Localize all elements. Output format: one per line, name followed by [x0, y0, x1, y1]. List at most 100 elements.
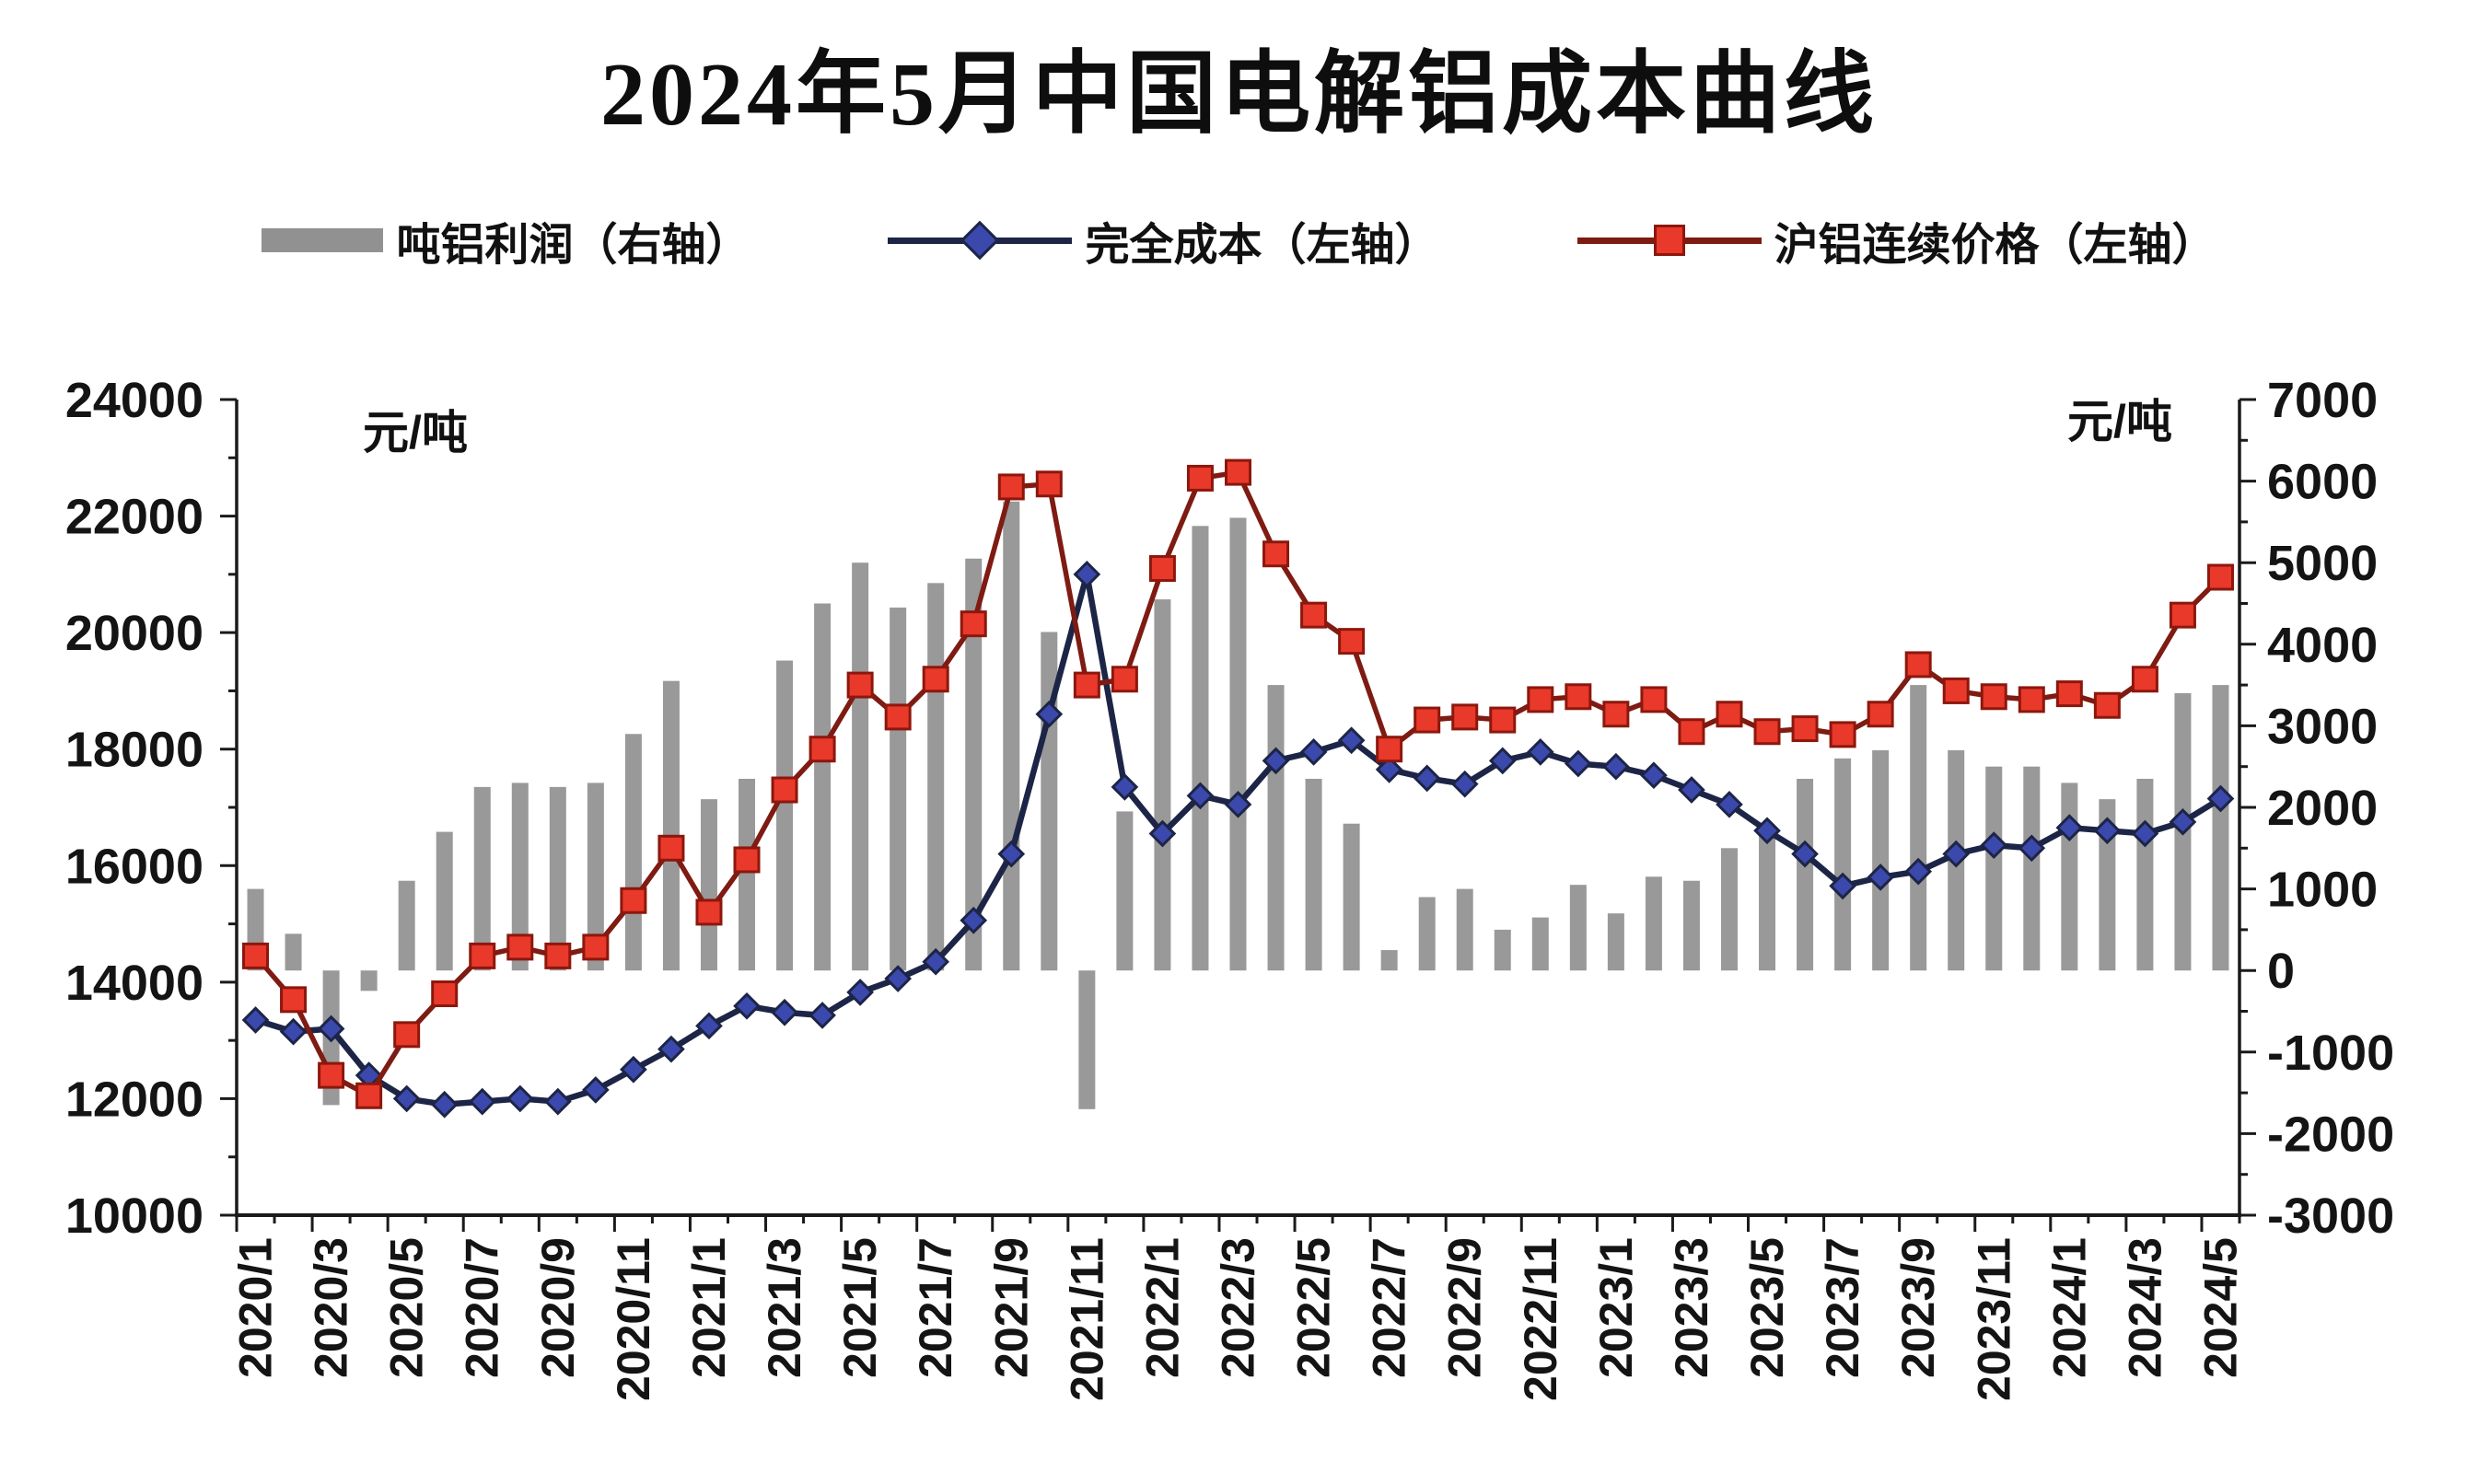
- price-marker: [318, 1061, 345, 1089]
- price-marker: [280, 986, 308, 1014]
- price-marker: [922, 666, 949, 693]
- price-line: [242, 458, 2234, 1109]
- cost-marker: [1904, 857, 1933, 886]
- profit-bar: [1305, 778, 1322, 971]
- price-marker: [695, 899, 723, 926]
- cost-marker: [2131, 819, 2159, 848]
- profit-bar: [398, 880, 415, 971]
- svg-text:3000: 3000: [2267, 699, 2378, 754]
- cost-marker: [1980, 831, 2008, 859]
- cost-marker: [1678, 776, 1705, 804]
- profit-bar: [700, 799, 717, 971]
- profit-bar: [511, 783, 529, 971]
- profit-bar: [1531, 917, 1549, 971]
- profit-bar: [587, 783, 604, 971]
- cost-marker: [2055, 814, 2084, 841]
- profit-bar: [360, 970, 378, 991]
- cost-marker: [506, 1084, 534, 1113]
- svg-text:2021/9: 2021/9: [985, 1237, 1037, 1378]
- cost-marker: [2169, 807, 2197, 836]
- cost-marker: [1867, 864, 1894, 891]
- cost-marker: [355, 1061, 383, 1089]
- price-marker: [355, 1082, 383, 1109]
- svg-text:2021/5: 2021/5: [834, 1237, 886, 1378]
- svg-text:2020/9: 2020/9: [532, 1237, 584, 1378]
- svg-text:14000: 14000: [65, 956, 204, 1011]
- cost-marker: [1186, 782, 1215, 810]
- svg-text:2022/11: 2022/11: [1515, 1237, 1566, 1401]
- profit-bar: [1872, 749, 1890, 971]
- cost-marker: [2018, 834, 2046, 863]
- cost-marker: [846, 979, 874, 1006]
- profit-bar: [1797, 778, 1814, 971]
- cost-marker: [1488, 747, 1517, 775]
- profit-bar: [473, 786, 491, 971]
- svg-text:2022/1: 2022/1: [1136, 1237, 1188, 1378]
- svg-text:18000: 18000: [65, 723, 204, 778]
- svg-text:2020/7: 2020/7: [457, 1237, 508, 1378]
- profit-bar: [1343, 823, 1360, 971]
- price-marker: [1904, 651, 1932, 678]
- price-marker: [884, 703, 912, 731]
- svg-text:4000: 4000: [2267, 618, 2378, 673]
- svg-text:2022/5: 2022/5: [1288, 1237, 1340, 1378]
- profit-bar: [1682, 880, 1700, 971]
- price-marker: [1867, 701, 1894, 728]
- profit-bar: [776, 660, 794, 971]
- svg-text:10000: 10000: [65, 1188, 204, 1244]
- right-axis-unit-label: 元/吨: [2067, 396, 2172, 447]
- legend-label-profit: 吨铝利润（右轴）: [396, 221, 750, 270]
- profit-bar: [1607, 913, 1624, 971]
- svg-text:-3000: -3000: [2267, 1188, 2394, 1244]
- cost-marker: [241, 1006, 270, 1034]
- price-marker: [2206, 563, 2234, 591]
- price-marker: [657, 834, 685, 862]
- svg-text:2020/3: 2020/3: [306, 1237, 357, 1378]
- profit-bar: [1003, 501, 1020, 971]
- profit-bar: [1569, 885, 1587, 971]
- profit-bar: [1494, 929, 1511, 971]
- profit-bar: [965, 558, 983, 971]
- svg-text:2021/11: 2021/11: [1061, 1237, 1112, 1401]
- diamond-line-swatch-icon: [888, 220, 1073, 261]
- price-marker: [2018, 686, 2045, 713]
- cost-marker: [1791, 840, 1819, 868]
- price-marker: [1829, 721, 1856, 748]
- axis-tick-labels: 1000012000140001600018000200002200024000…: [65, 373, 2394, 1401]
- profit-bar: [1116, 811, 1134, 971]
- profit-bar: [2023, 766, 2041, 971]
- chart-title: 2024年5月中国电解铝成本曲线: [599, 45, 1878, 145]
- cost-marker: [1450, 770, 1479, 798]
- profit-bar: [2136, 778, 2154, 971]
- svg-text:2020/5: 2020/5: [381, 1237, 433, 1378]
- price-marker: [1489, 706, 1517, 734]
- svg-text:0: 0: [2267, 944, 2295, 999]
- profit-bar: [2099, 799, 2116, 971]
- profit-bar: [927, 583, 945, 971]
- svg-text:2022/3: 2022/3: [1213, 1237, 1264, 1378]
- price-marker: [2093, 691, 2121, 719]
- profit-bar: [1759, 836, 1776, 971]
- price-marker: [582, 933, 610, 961]
- cost-marker: [733, 991, 761, 1020]
- legend-item-price: 沪铝连续价格（左轴）: [1576, 208, 2216, 272]
- price-marker: [2055, 680, 2083, 708]
- price-marker: [1225, 458, 1251, 486]
- cost-marker: [1035, 700, 1064, 728]
- price-marker: [1980, 683, 2007, 711]
- bar-swatch-icon: [262, 228, 384, 252]
- cost-marker: [1073, 561, 1101, 588]
- profit-bar: [2061, 783, 2078, 971]
- svg-text:16000: 16000: [65, 839, 204, 894]
- profit-bar: [852, 562, 869, 971]
- cost-marker: [695, 1012, 723, 1040]
- svg-text:2021/1: 2021/1: [683, 1237, 735, 1378]
- svg-text:22000: 22000: [65, 490, 204, 545]
- price-marker: [1035, 470, 1063, 498]
- price-marker: [809, 736, 836, 763]
- svg-text:2023/9: 2023/9: [1892, 1237, 1944, 1378]
- svg-text:-1000: -1000: [2267, 1026, 2394, 1081]
- profit-bar: [1380, 950, 1398, 971]
- svg-text:20000: 20000: [65, 606, 204, 661]
